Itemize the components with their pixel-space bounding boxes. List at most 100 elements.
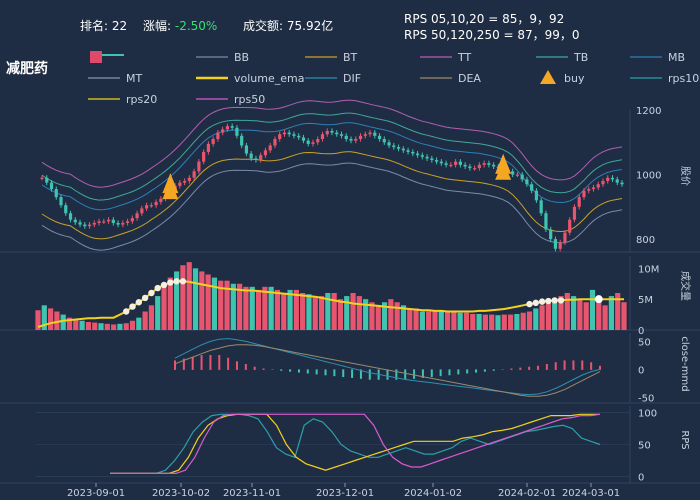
price-candle — [259, 155, 263, 161]
volume-bar — [92, 322, 98, 330]
macd-histogram-bar — [306, 369, 309, 374]
change-label: 涨幅: — [143, 19, 172, 33]
volume-bar — [218, 280, 224, 330]
price-candle — [230, 126, 234, 128]
price-candle — [444, 163, 448, 165]
volume-bar — [451, 311, 457, 330]
price-candle — [59, 197, 63, 206]
volume-bar — [306, 294, 312, 330]
volume-ema-dot — [167, 279, 174, 286]
volume-bar — [514, 313, 520, 330]
price-candle — [377, 135, 382, 140]
legend-label-buy: buy — [564, 72, 585, 85]
price-candle — [520, 174, 524, 180]
price-candle — [54, 189, 58, 198]
price-candle — [311, 142, 315, 144]
volume-bar — [356, 296, 362, 330]
macd-histogram-bar — [368, 369, 371, 380]
price-candle — [606, 177, 610, 181]
price-candle — [620, 182, 624, 185]
legend-label-rps10: rps10 — [668, 72, 699, 85]
price-candle — [482, 163, 486, 165]
macd-histogram-bar — [351, 369, 354, 378]
volume-bar — [111, 324, 117, 330]
price-candle — [325, 130, 329, 135]
price-candle — [434, 160, 439, 162]
price-candle — [206, 143, 210, 152]
volume-bar — [224, 280, 230, 330]
volume-bar — [255, 289, 262, 330]
volume-bar — [444, 311, 451, 330]
volume-bar — [167, 277, 173, 330]
x-tick-label: 2024-02-01 — [498, 488, 556, 499]
price-candle — [49, 182, 54, 190]
price-candle — [178, 182, 182, 186]
volume-bar — [457, 312, 463, 330]
price-candle — [320, 134, 325, 140]
price-candle — [525, 179, 529, 185]
rps-axis-label: RPS — [679, 430, 690, 449]
volume-bar — [129, 320, 136, 330]
volume-bar — [312, 296, 318, 330]
volume-bar — [148, 305, 155, 330]
macd-histogram-bar — [466, 369, 469, 374]
volume-ema-dot — [148, 289, 155, 297]
price-candle — [97, 221, 101, 223]
volume-bar — [117, 323, 123, 330]
legend-candle-line — [102, 54, 124, 56]
volume-bar — [589, 289, 596, 330]
price-candle — [577, 197, 581, 207]
volume-bar — [230, 283, 236, 330]
macd-histogram-bar — [395, 369, 398, 380]
volume-bar — [407, 308, 413, 330]
volume-bar — [520, 312, 526, 330]
rps-line-2: RPS 50,120,250 = 87，99，0 — [404, 28, 580, 42]
price-candle — [73, 219, 77, 223]
macd-histogram-bar — [324, 369, 327, 376]
price-candle — [102, 221, 106, 223]
price-candle — [159, 198, 163, 202]
legend-label-BB: BB — [234, 51, 249, 64]
price-candle — [130, 218, 134, 222]
price-candle — [335, 132, 339, 135]
volume-bar — [413, 308, 419, 330]
price-candle — [211, 139, 215, 144]
legend-label-DIF: DIF — [343, 72, 361, 85]
volume-axis-label: 成交量 — [679, 271, 692, 301]
volume-tick-label: 5M — [638, 295, 653, 306]
volume-bar — [564, 293, 570, 330]
volume-bar — [192, 268, 199, 330]
price-candle — [225, 126, 230, 130]
macd-histogram-bar — [581, 360, 584, 370]
volume-bar — [381, 302, 388, 330]
macd-histogram-bar — [289, 369, 292, 372]
price-candle — [202, 151, 206, 162]
macd-histogram-bar — [218, 355, 221, 370]
volume-bar — [533, 308, 539, 330]
macd-histogram-bar — [174, 360, 176, 370]
volume-bar — [274, 289, 281, 330]
volume-bar — [419, 311, 425, 330]
macd-histogram-bar — [554, 362, 557, 370]
macd-histogram-bar — [235, 361, 238, 370]
change-info: 涨幅: -2.50% — [143, 17, 217, 34]
volume-bar — [268, 286, 274, 330]
volume-bar — [79, 320, 85, 330]
rps-tick-label: 100 — [638, 408, 657, 419]
price-candle — [292, 134, 296, 136]
rps-tick-label: 50 — [638, 441, 651, 452]
price-candle — [349, 139, 353, 141]
x-tick-label: 2023-11-01 — [223, 488, 281, 499]
price-candle — [92, 222, 96, 225]
volume-bar — [48, 308, 54, 330]
volume-ema-dot — [532, 299, 539, 307]
legend-label-TT: TT — [457, 51, 472, 64]
volume-bar — [318, 296, 325, 330]
macd-histogram-bar — [253, 366, 256, 370]
price-candle — [420, 155, 424, 157]
macd-histogram-bar — [457, 369, 460, 375]
price-candle — [183, 181, 187, 183]
price-candle — [339, 134, 344, 136]
volume-ema-dot — [129, 303, 136, 310]
